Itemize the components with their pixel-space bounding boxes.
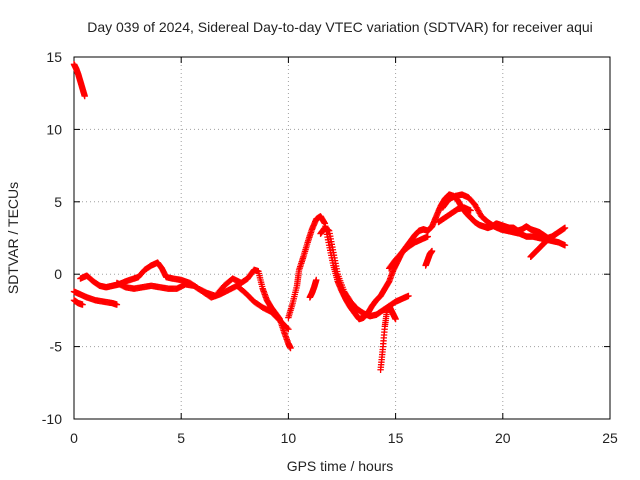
- x-axis-label: GPS time / hours: [287, 458, 394, 474]
- data-point: [313, 276, 320, 284]
- y-tick-label: -10: [42, 411, 62, 427]
- y-tick-label: 10: [46, 121, 62, 137]
- y-axis-label: SDTVAR / TECUs: [5, 182, 21, 294]
- data-points: [70, 61, 569, 373]
- data-point: [79, 301, 86, 308]
- data-point: [81, 92, 88, 100]
- data-point: [285, 326, 292, 333]
- data-point: [467, 207, 474, 214]
- x-tick-label: 20: [495, 430, 511, 446]
- y-tick-label: -5: [50, 339, 63, 355]
- plot-frame: [73, 56, 611, 420]
- data-point: [561, 242, 569, 249]
- data-point: [405, 292, 412, 300]
- x-tick-label: 15: [388, 430, 404, 446]
- data-point: [113, 301, 121, 308]
- data-point: [392, 315, 399, 323]
- chart-title: Day 039 of 2024, Sidereal Day-to-day VTE…: [87, 19, 593, 35]
- data-point: [424, 233, 431, 240]
- grid-lines: [74, 57, 610, 419]
- y-tick-label: 5: [54, 194, 62, 210]
- data-point: [287, 344, 294, 352]
- x-tick-label: 10: [281, 430, 297, 446]
- y-tick-label: 0: [54, 266, 62, 282]
- data-point: [561, 224, 569, 232]
- x-tick-label: 25: [602, 430, 618, 446]
- x-tick-label: 0: [70, 430, 78, 446]
- y-tick-label: 15: [46, 49, 62, 65]
- x-tick-label: 5: [177, 430, 185, 446]
- axis-ticks: 0 5 10 15 20 25 -10 -5 0 5 10 15: [42, 49, 618, 446]
- data-point: [544, 236, 552, 243]
- data-point: [428, 247, 436, 255]
- data-point-interp: [284, 324, 291, 332]
